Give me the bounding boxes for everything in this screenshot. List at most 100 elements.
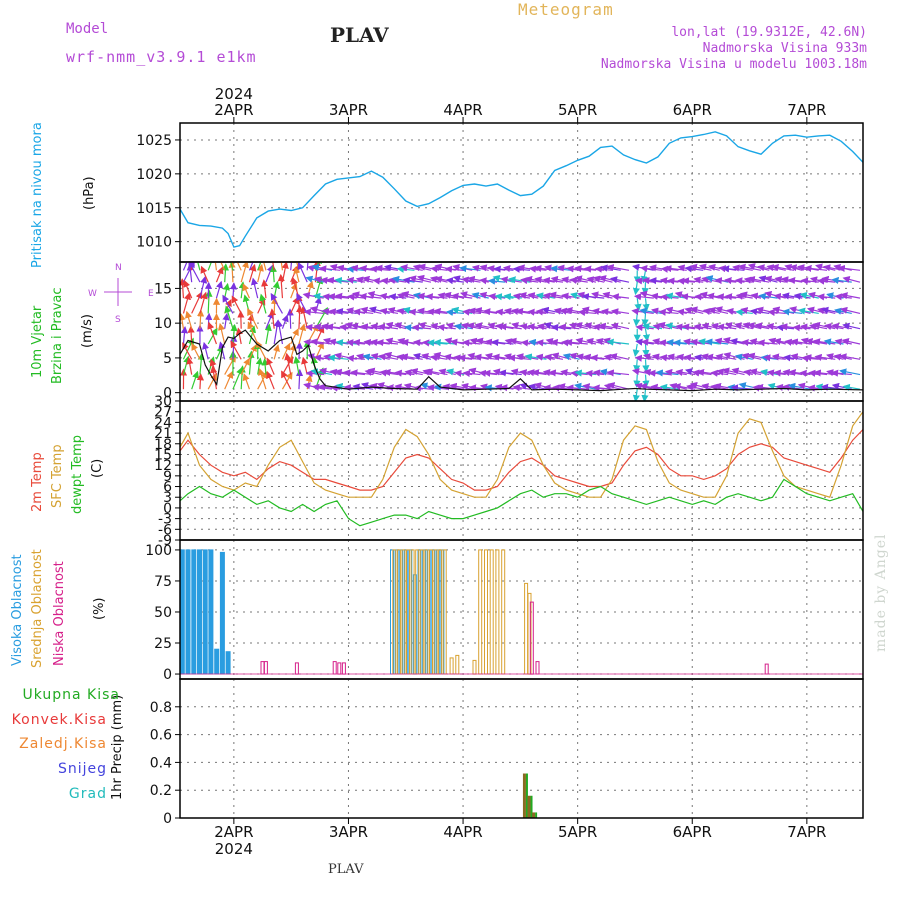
panel-frame-cloud	[179, 539, 864, 680]
ytick-label-temperature: 6	[163, 480, 172, 496]
wind-arrow	[280, 262, 284, 271]
wind-arrow	[295, 368, 304, 390]
wind-arrow	[255, 357, 263, 375]
wind-arrow	[305, 374, 313, 390]
wind-arrow	[220, 262, 226, 271]
wind-arrow	[281, 370, 292, 390]
wind-arrow	[269, 264, 278, 283]
wind-arrow	[248, 344, 257, 360]
cloud-bar	[455, 654, 460, 675]
wind-arrow	[642, 359, 650, 373]
wind-arrow	[767, 308, 786, 317]
wind-arrow	[259, 293, 267, 314]
wind-arrow	[222, 282, 230, 299]
cloud-bar	[341, 662, 346, 675]
wind-arrow	[211, 262, 219, 271]
wind-arrow	[199, 275, 208, 299]
wind-arrow	[642, 298, 650, 312]
cloud-bar	[337, 662, 342, 675]
wind-arrow	[296, 304, 304, 329]
ytick-label-temperature: -9	[158, 533, 172, 549]
legend-snow: Snijeg	[57, 761, 107, 777]
panel-cloud	[175, 539, 864, 680]
cloud-bar	[191, 549, 197, 675]
ytick-label-cloud: 0	[163, 667, 172, 683]
wind-arrow	[185, 310, 193, 329]
cloud-bar	[433, 549, 438, 675]
wind-arrow	[261, 358, 269, 375]
footer-station: PLAV	[328, 862, 364, 877]
wind-arrow	[215, 266, 224, 283]
wind-arrow	[611, 293, 630, 301]
wind-arrow	[281, 262, 289, 283]
wind-arrow	[642, 374, 650, 388]
wind-arrow	[186, 356, 194, 375]
dewpt-temp-line	[179, 478, 864, 527]
cloud-bar	[214, 648, 220, 675]
cloud-bar	[442, 549, 447, 675]
wind-arrow	[207, 262, 213, 271]
wind-arrow	[314, 296, 322, 314]
wind-arrow	[224, 305, 234, 329]
wind-arrow	[633, 293, 654, 301]
cloud-bar	[197, 549, 202, 675]
ytick-label-pressure: 1025	[136, 133, 172, 149]
legend-hail: Grad	[68, 786, 107, 802]
xtick-label-top: 7APR	[787, 101, 826, 119]
model-elevation-label: Nadmorska Visina u modelu 1003.18m	[600, 57, 867, 72]
wind-arrow	[238, 281, 246, 299]
ytick-label-cloud: 75	[154, 574, 172, 590]
wind-arrow	[281, 314, 289, 329]
wind-arrow	[272, 262, 275, 271]
wind-arrow	[240, 357, 250, 375]
wind-arrow	[229, 282, 238, 299]
wind-arrow	[196, 373, 204, 390]
wind-arrow	[298, 323, 307, 345]
wind-arrow	[207, 372, 217, 390]
wind-arrow	[210, 365, 218, 390]
xtick-label-top: 2APR	[214, 101, 253, 119]
wind-arrow	[207, 321, 218, 345]
xtick-label-bottom: 7APR	[787, 823, 826, 841]
ytick-label-precip: 0.4	[150, 755, 172, 771]
wind-arrow	[182, 262, 195, 283]
cloud-bar	[415, 549, 420, 675]
wind-arrow	[293, 356, 301, 375]
station-title: PLAV	[330, 23, 389, 47]
wind-arrow	[263, 262, 267, 271]
wind-arrow	[191, 370, 200, 390]
wind-arrow	[290, 328, 299, 345]
wind-arrow	[842, 383, 861, 391]
wind-arrow	[191, 342, 201, 360]
pressure-line	[179, 131, 864, 248]
wind-arrow	[839, 368, 861, 376]
wind-arrow	[248, 263, 257, 283]
wind-arrow	[290, 262, 293, 271]
ytick-label-wind: 15	[154, 281, 172, 297]
elevation-label: Nadmorska Visina 933m	[702, 41, 867, 56]
wind-arrow	[242, 373, 251, 390]
wind-arrow	[222, 294, 234, 314]
wind-arrow	[293, 266, 301, 283]
wind-arrow	[230, 262, 234, 271]
wind-arrow	[257, 371, 268, 390]
cloud-bar	[478, 549, 483, 675]
compass-e: E	[148, 289, 154, 299]
wind-arrow	[199, 291, 208, 314]
wind-arrow	[577, 308, 597, 317]
cloud-bar	[401, 549, 406, 675]
wind-arrow	[257, 367, 267, 390]
compass-w: W	[88, 289, 97, 299]
wind-arrow	[247, 308, 259, 329]
ytick-label-temperature: 3	[163, 490, 172, 506]
wind-arrow	[290, 296, 299, 314]
ytick-label-precip: 0	[163, 811, 172, 827]
wind-arrow	[248, 262, 254, 271]
ytick-label-precip: 0.8	[150, 700, 172, 716]
wind-arrow	[272, 344, 280, 360]
wind-arrow	[217, 322, 226, 345]
cloud-bar	[495, 549, 500, 675]
ytick-label-wind: 5	[163, 351, 172, 367]
wind-arrow	[606, 369, 630, 377]
wind-arrow	[188, 262, 201, 283]
